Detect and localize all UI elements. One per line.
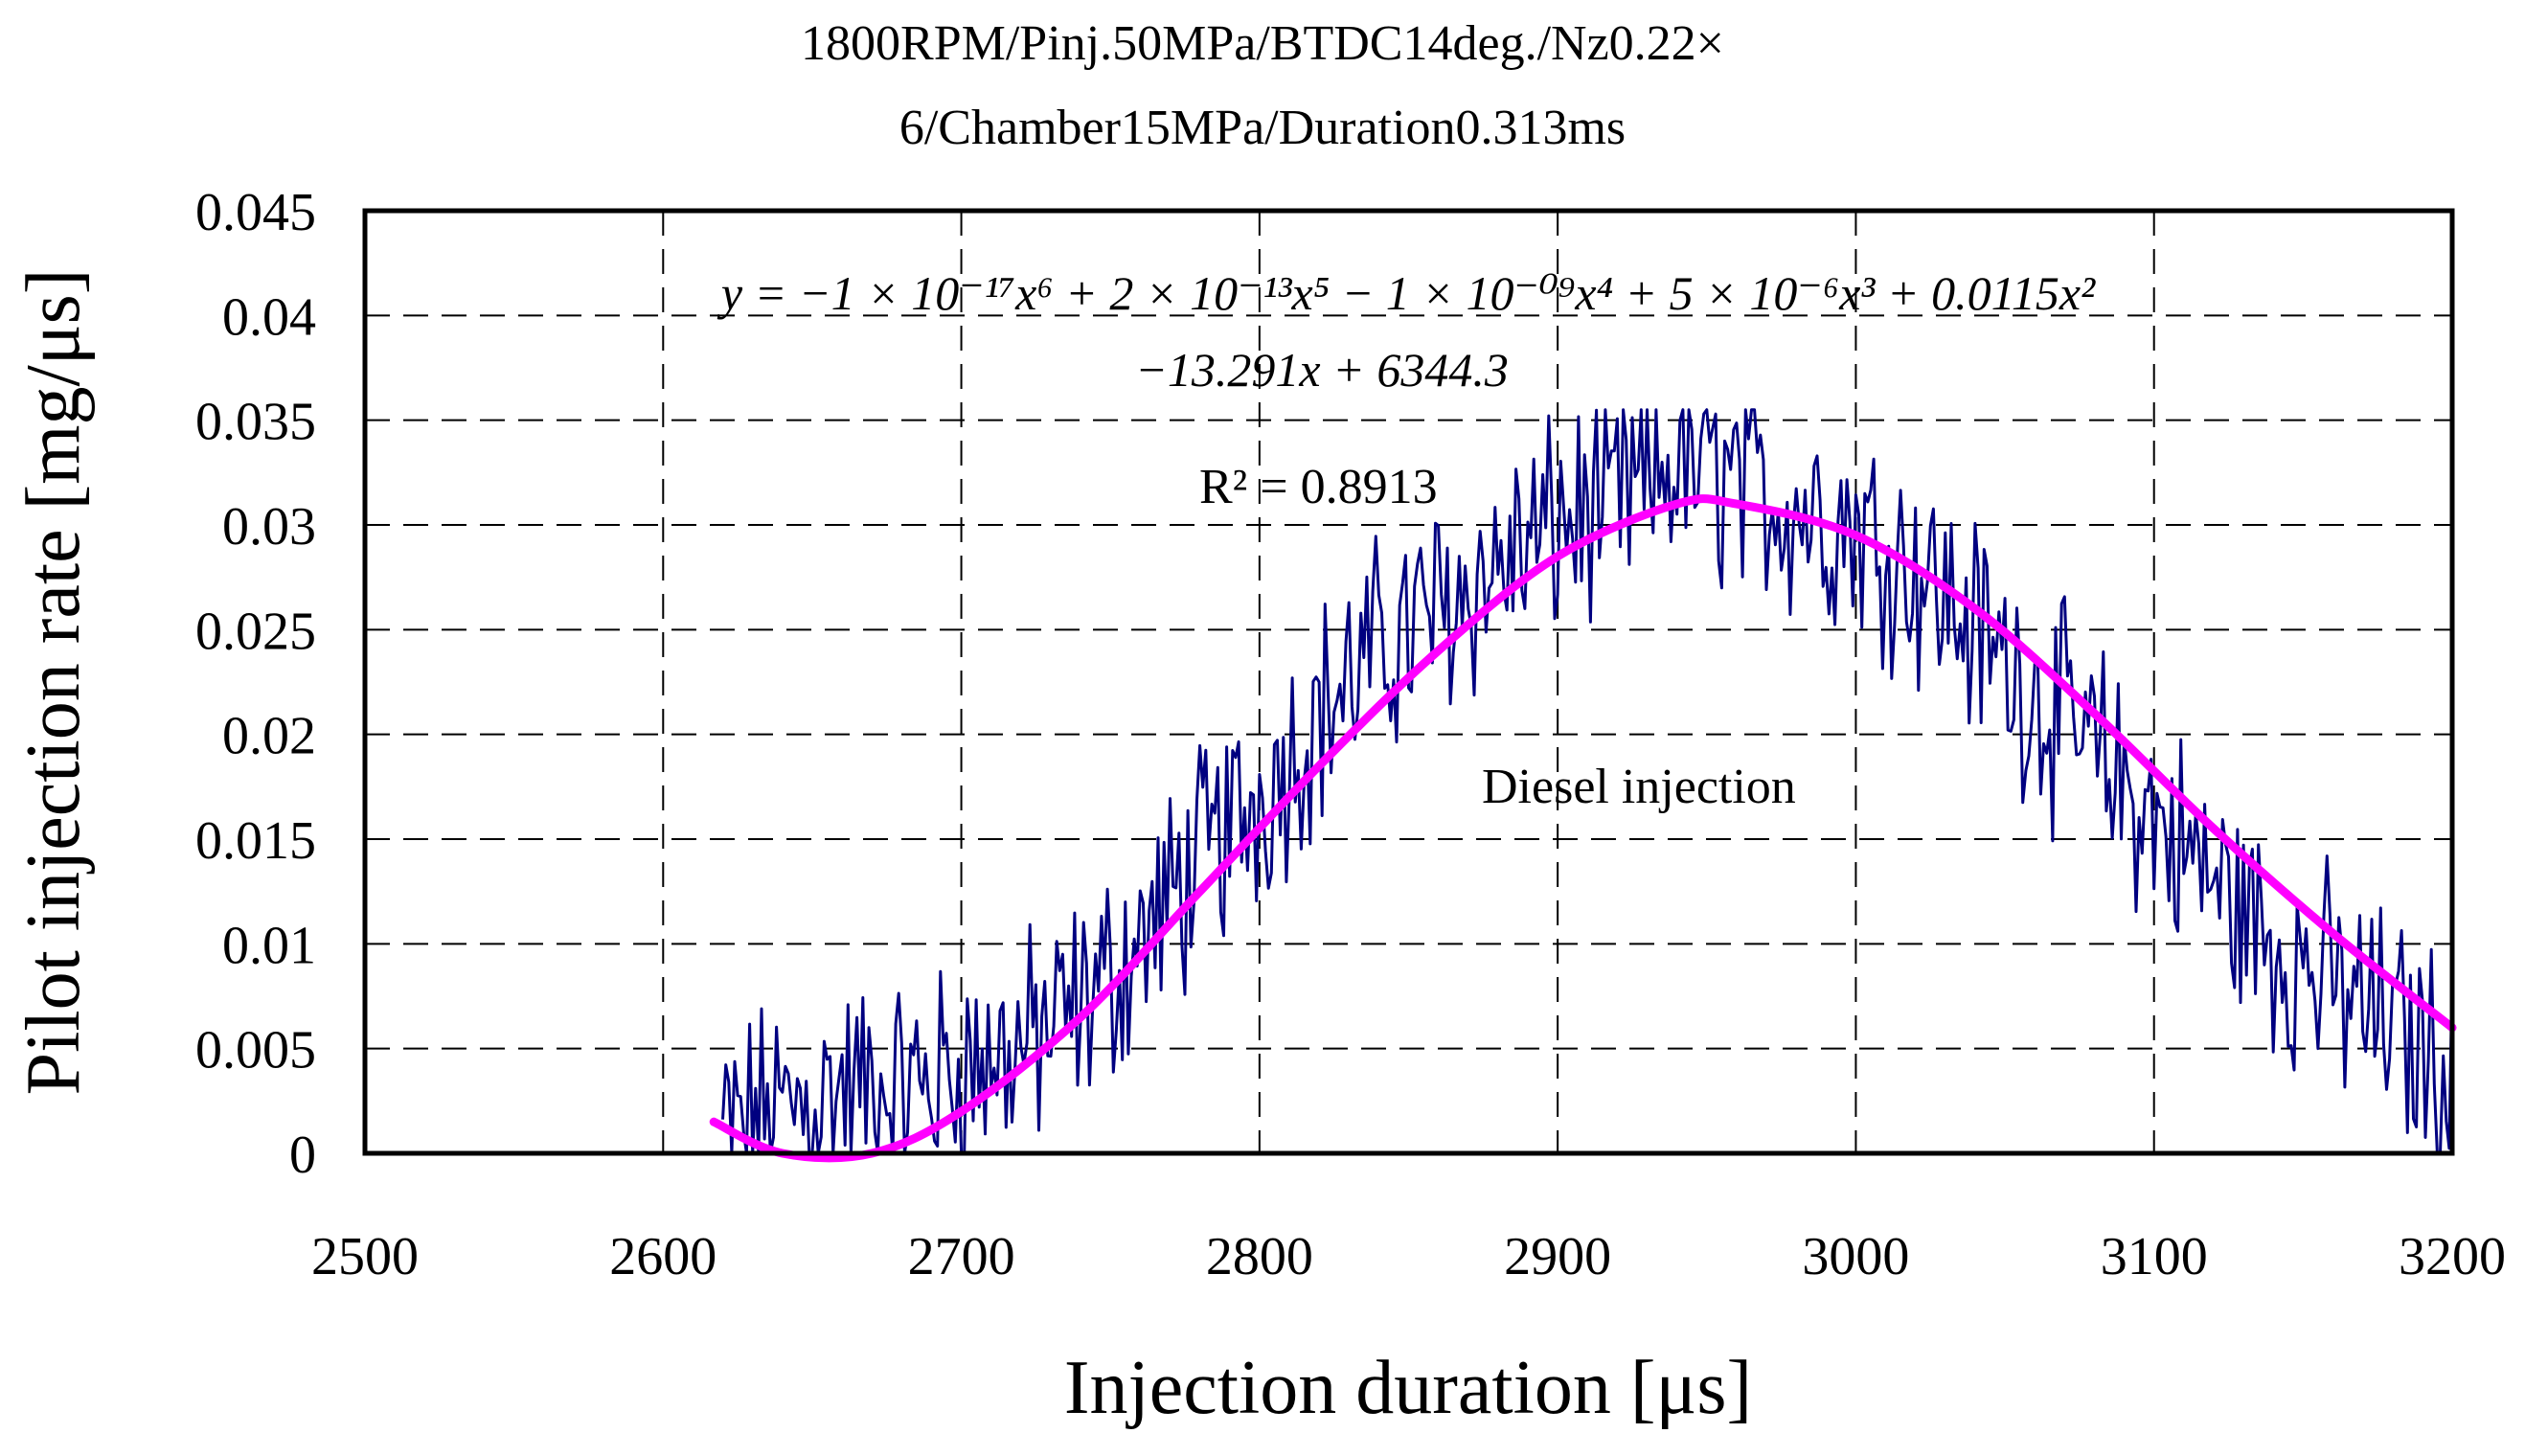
x-axis-label: Injection duration [μs] bbox=[1064, 1346, 1752, 1430]
chart-title-line-2: 6/Chamber15MPa/Duration0.313ms bbox=[899, 101, 1626, 155]
x-tick-label: 2800 bbox=[1206, 1227, 1313, 1286]
y-tick-label: 0.035 bbox=[195, 393, 316, 452]
x-tick-label: 3100 bbox=[2101, 1227, 2208, 1286]
x-tick-label: 2900 bbox=[1504, 1227, 1611, 1286]
y-tick-label: 0 bbox=[289, 1126, 316, 1185]
series-layer bbox=[709, 408, 2457, 1163]
y-tick-label: 0.045 bbox=[195, 183, 316, 242]
x-tick-label: 3200 bbox=[2399, 1227, 2506, 1286]
r-squared-label: R² = 0.8913 bbox=[1199, 460, 1438, 514]
trendline-equation-line-1: y = −1 × 10⁻¹⁷x⁶ + 2 × 10⁻¹³x⁵ − 1 × 10⁻… bbox=[717, 266, 2096, 320]
y-tick-label: 0.005 bbox=[195, 1021, 316, 1081]
x-tick-label: 2700 bbox=[908, 1227, 1015, 1286]
series-line-polynomial-fit bbox=[709, 494, 2457, 1163]
x-axis-ticks: 2500 2600 2700 2800 2900 3000 3100 3200 bbox=[311, 1227, 2506, 1286]
y-axis-ticks: 0 0.005 0.01 0.015 0.02 0.025 0.03 0.035 0.04 0.0… bbox=[195, 183, 316, 1185]
series-line-diesel-injection bbox=[721, 408, 2454, 1155]
y-tick-label: 0.03 bbox=[222, 497, 316, 557]
y-tick-label: 0.04 bbox=[222, 287, 316, 347]
y-axis-label: Pilot injection rate [mg/μs] bbox=[11, 269, 96, 1096]
x-tick-label: 2500 bbox=[311, 1227, 419, 1286]
y-tick-label: 0.01 bbox=[222, 916, 316, 975]
plot-area-frame bbox=[362, 208, 2455, 1156]
chart-title-line-1: 1800RPM/Pinj.50MPa/BTDC14deg./Nz0.22× bbox=[801, 16, 1724, 71]
x-tick-label: 3000 bbox=[1802, 1227, 1909, 1286]
y-tick-label: 0.02 bbox=[222, 707, 316, 766]
trendline-equation-line-2: −13.291x + 6344.3 bbox=[1135, 343, 1509, 397]
x-tick-label: 2600 bbox=[609, 1227, 717, 1286]
y-tick-label: 0.025 bbox=[195, 602, 316, 661]
y-tick-label: 0.015 bbox=[195, 811, 316, 871]
series-label-diesel-injection: Diesel injection bbox=[1482, 760, 1796, 814]
